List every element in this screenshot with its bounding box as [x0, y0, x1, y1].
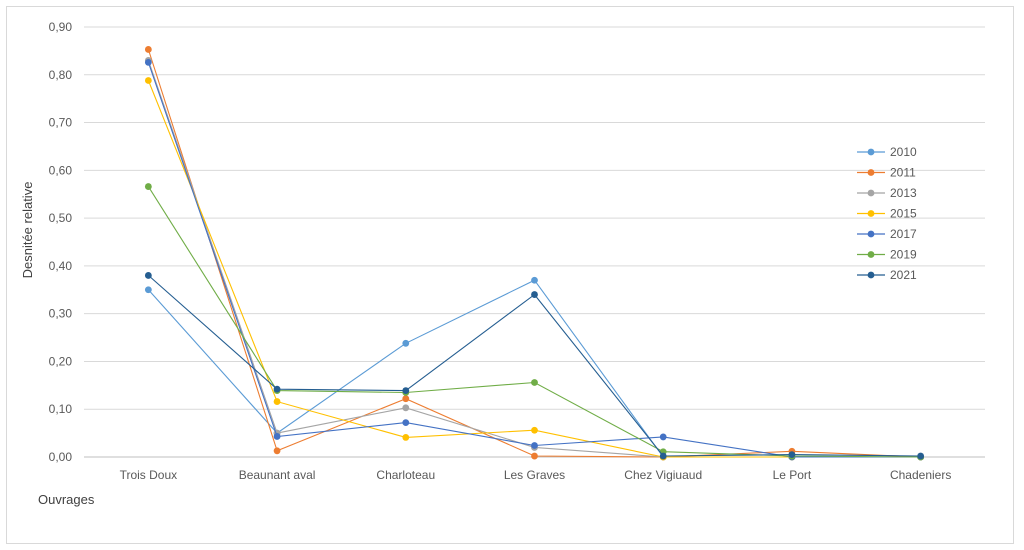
legend-label: 2013 — [890, 186, 917, 200]
y-tick-label: 0,70 — [49, 116, 73, 130]
data-point — [144, 286, 152, 294]
series-line — [147, 62, 921, 458]
data-point — [531, 276, 538, 284]
series-2011 — [144, 46, 925, 461]
series-2019 — [144, 183, 925, 461]
data-point — [273, 385, 281, 393]
x-tick-label: Charloteau — [376, 468, 435, 482]
data-point — [273, 433, 281, 440]
data-point — [531, 379, 538, 386]
data-point — [531, 291, 538, 298]
legend-swatch-marker — [867, 230, 875, 238]
data-point — [144, 58, 152, 66]
legend-item-2019: 2019 — [857, 248, 917, 262]
legend-label: 2021 — [890, 268, 917, 282]
legend-label: 2015 — [890, 207, 917, 221]
data-point — [531, 426, 538, 434]
data-point — [402, 434, 410, 441]
legend-item-2011: 2011 — [857, 166, 916, 180]
x-tick-label: Chez Vigiuaud — [624, 468, 702, 482]
y-axis-ticks: 0,00 0,10 0,20 0,30 0,40 0,50 0,60 0,70 0,80 0,90 — [49, 20, 73, 464]
data-point — [273, 447, 281, 455]
y-tick-label: 0,30 — [49, 307, 73, 321]
legend-item-2010: 2010 — [857, 145, 917, 159]
x-tick-label: Les Graves — [504, 468, 565, 482]
y-tick-label: 0,90 — [49, 20, 73, 34]
data-point — [144, 77, 152, 84]
data-point — [144, 183, 152, 190]
x-axis-ticks: Trois Doux Beaunant aval Charloteau Les Gra… — [120, 468, 952, 482]
x-tick-label: Trois Doux — [120, 468, 178, 482]
data-point — [402, 339, 410, 347]
legend-swatch-marker — [867, 271, 875, 279]
x-tick-label: Beaunant aval — [239, 468, 316, 482]
data-point — [402, 395, 410, 403]
y-tick-label: 0,50 — [49, 211, 73, 225]
y-tick-label: 0,10 — [49, 402, 73, 416]
legend-swatch-marker — [867, 210, 875, 217]
data-point — [659, 452, 667, 460]
data-point — [531, 452, 538, 460]
data-point — [144, 272, 152, 279]
legend-swatch-marker — [867, 148, 875, 156]
y-tick-label: 0,00 — [49, 450, 73, 464]
y-axis-title: Desnitée relative — [20, 182, 35, 279]
data-point — [659, 433, 667, 441]
data-point — [917, 452, 925, 460]
x-tick-label: Le Port — [773, 468, 812, 482]
y-tick-label: 0,20 — [49, 354, 73, 368]
legend-item-2015: 2015 — [857, 207, 917, 221]
legend-swatch-marker — [867, 189, 875, 197]
data-point — [402, 419, 410, 426]
series-2021 — [144, 272, 925, 460]
legend-item-2021: 2021 — [857, 268, 917, 282]
series-line — [147, 186, 921, 458]
data-point — [531, 442, 538, 449]
data-point — [144, 46, 152, 53]
legend-label: 2011 — [890, 166, 916, 180]
data-point — [788, 451, 796, 459]
series-group — [144, 46, 925, 461]
data-point — [273, 398, 281, 405]
x-tick-label: Chadeniers — [890, 468, 951, 482]
legend-swatch-marker — [867, 169, 875, 176]
legend-swatch-marker — [867, 251, 875, 258]
legend-label: 2010 — [890, 145, 917, 159]
y-tick-label: 0,80 — [49, 68, 73, 82]
legend-label: 2017 — [890, 227, 917, 241]
legend: 2010 2011 2013 2015 2017 2019 2021 — [857, 145, 917, 282]
series-2017 — [144, 58, 925, 461]
legend-label: 2019 — [890, 248, 917, 262]
y-tick-label: 0,60 — [49, 163, 73, 177]
data-point — [402, 404, 410, 412]
gridlines — [84, 26, 985, 458]
y-tick-label: 0,40 — [49, 259, 73, 273]
chart-frame — [6, 6, 1014, 544]
legend-item-2017: 2017 — [857, 227, 917, 241]
data-point — [402, 387, 410, 394]
legend-item-2013: 2013 — [857, 186, 917, 200]
x-axis-title: Ouvrages — [38, 492, 95, 507]
series-2013 — [144, 57, 925, 461]
